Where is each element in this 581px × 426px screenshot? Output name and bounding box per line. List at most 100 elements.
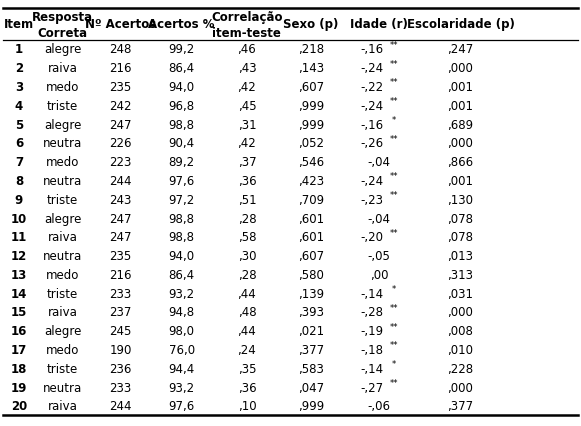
Text: ,46: ,46: [238, 43, 256, 56]
Text: ,28: ,28: [238, 212, 256, 225]
Text: neutra: neutra: [43, 175, 82, 187]
Text: ,228: ,228: [447, 362, 474, 375]
Text: Sexo (p): Sexo (p): [283, 18, 339, 31]
Text: ,047: ,047: [298, 381, 324, 394]
Text: 20: 20: [11, 400, 27, 412]
Text: ,021: ,021: [298, 325, 324, 337]
Text: ,000: ,000: [447, 137, 474, 150]
Text: ,607: ,607: [298, 81, 324, 94]
Text: **: **: [389, 59, 398, 69]
Text: 233: 233: [109, 287, 132, 300]
Text: 97,6: 97,6: [168, 400, 195, 412]
Text: ,42: ,42: [238, 137, 256, 150]
Text: 236: 236: [109, 362, 132, 375]
Text: triste: triste: [47, 193, 78, 206]
Text: ,44: ,44: [238, 287, 256, 300]
Text: 8: 8: [15, 175, 23, 187]
Text: 10: 10: [11, 212, 27, 225]
Text: ,709: ,709: [298, 193, 324, 206]
Text: 98,0: 98,0: [168, 325, 195, 337]
Text: ,43: ,43: [238, 62, 256, 75]
Text: **: **: [389, 228, 398, 237]
Text: *: *: [392, 359, 396, 368]
Text: ,37: ,37: [238, 156, 256, 169]
Text: 2: 2: [15, 62, 23, 75]
Text: 98,8: 98,8: [168, 118, 195, 131]
Text: ,013: ,013: [447, 250, 474, 262]
Text: ,00: ,00: [370, 268, 388, 281]
Text: triste: triste: [47, 287, 78, 300]
Text: ,423: ,423: [298, 175, 324, 187]
Text: ,001: ,001: [447, 81, 474, 94]
Text: 233: 233: [109, 381, 132, 394]
Text: 245: 245: [109, 325, 132, 337]
Text: Item: Item: [4, 18, 34, 31]
Text: 235: 235: [109, 250, 132, 262]
Text: ,601: ,601: [298, 231, 324, 244]
Text: 223: 223: [109, 156, 132, 169]
Text: 98,8: 98,8: [168, 231, 195, 244]
Text: 93,2: 93,2: [168, 287, 195, 300]
Text: 244: 244: [109, 400, 132, 412]
Text: 3: 3: [15, 81, 23, 94]
Text: ,45: ,45: [238, 100, 256, 112]
Text: neutra: neutra: [43, 381, 82, 394]
Text: ,48: ,48: [238, 306, 256, 319]
Text: -,20: -,20: [361, 231, 383, 244]
Text: medo: medo: [46, 343, 79, 356]
Text: ,000: ,000: [447, 306, 474, 319]
Text: ,130: ,130: [447, 193, 474, 206]
Text: 94,0: 94,0: [168, 81, 195, 94]
Text: 17: 17: [11, 343, 27, 356]
Text: 97,6: 97,6: [168, 175, 195, 187]
Text: 7: 7: [15, 156, 23, 169]
Text: **: **: [389, 190, 398, 200]
Text: 248: 248: [109, 43, 132, 56]
Text: 1: 1: [15, 43, 23, 56]
Text: 12: 12: [11, 250, 27, 262]
Text: Resposta: Resposta: [32, 11, 93, 24]
Text: ,139: ,139: [298, 287, 324, 300]
Text: 14: 14: [10, 287, 27, 300]
Text: ,35: ,35: [238, 362, 256, 375]
Text: Acertos %: Acertos %: [148, 18, 215, 31]
Text: **: **: [389, 172, 398, 181]
Text: -,27: -,27: [361, 381, 383, 394]
Text: ,313: ,313: [447, 268, 474, 281]
Text: item-teste: item-teste: [213, 26, 281, 40]
Text: -,19: -,19: [361, 325, 383, 337]
Text: **: **: [389, 97, 398, 106]
Text: -,24: -,24: [361, 175, 383, 187]
Text: medo: medo: [46, 268, 79, 281]
Text: Escolaridade (p): Escolaridade (p): [407, 18, 514, 31]
Text: 16: 16: [10, 325, 27, 337]
Text: 86,4: 86,4: [168, 268, 195, 281]
Text: 15: 15: [10, 306, 27, 319]
Text: 190: 190: [109, 343, 132, 356]
Text: 86,4: 86,4: [168, 62, 195, 75]
Text: ,000: ,000: [447, 381, 474, 394]
Text: ,24: ,24: [238, 343, 256, 356]
Text: **: **: [389, 40, 398, 50]
Text: 5: 5: [15, 118, 23, 131]
Text: ,008: ,008: [447, 325, 474, 337]
Text: 89,2: 89,2: [168, 156, 195, 169]
Text: 9: 9: [15, 193, 23, 206]
Text: *: *: [392, 115, 396, 125]
Text: -,26: -,26: [361, 137, 383, 150]
Text: 94,4: 94,4: [168, 362, 195, 375]
Text: ,218: ,218: [298, 43, 324, 56]
Text: 19: 19: [10, 381, 27, 394]
Text: 244: 244: [109, 175, 132, 187]
Text: raiva: raiva: [48, 400, 77, 412]
Text: ,001: ,001: [447, 175, 474, 187]
Text: ,36: ,36: [238, 175, 256, 187]
Text: -,24: -,24: [361, 62, 383, 75]
Text: ,580: ,580: [298, 268, 324, 281]
Text: 13: 13: [11, 268, 27, 281]
Text: ,143: ,143: [298, 62, 324, 75]
Text: ,031: ,031: [447, 287, 474, 300]
Text: 242: 242: [109, 100, 132, 112]
Text: -,18: -,18: [361, 343, 383, 356]
Text: 97,2: 97,2: [168, 193, 195, 206]
